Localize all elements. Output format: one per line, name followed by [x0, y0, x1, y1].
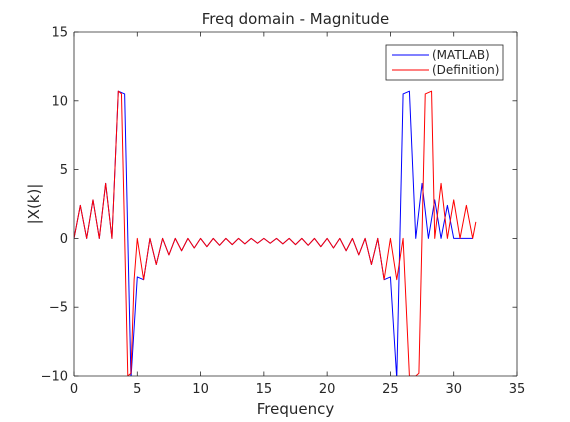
y-tick-label: −5	[49, 301, 68, 316]
x-tick-label: 15	[256, 382, 273, 397]
y-axis-label: |X(k)|	[25, 184, 43, 225]
x-axis-label: Frequency	[257, 400, 335, 418]
x-tick-label: 0	[70, 382, 78, 397]
x-tick-label: 30	[445, 382, 462, 397]
y-tick-label: 15	[51, 26, 68, 41]
x-tick-label: 35	[509, 382, 526, 397]
y-tick-label: −10	[41, 370, 68, 385]
chart-title: Freq domain - Magnitude	[202, 10, 390, 28]
x-tick-label: 25	[382, 382, 399, 397]
x-tick-label: 5	[133, 382, 141, 397]
series-line-definition	[74, 90, 477, 376]
x-tick-label: 10	[192, 382, 209, 397]
legend-label-matlab: (MATLAB)	[432, 48, 490, 62]
ticks-layer: 0 5 10 15 20 25 30 35 −10 −5 0 5 10 15	[41, 26, 526, 398]
axes-background	[74, 32, 517, 376]
y-tick-label: 10	[51, 94, 68, 109]
y-tick-label: 5	[60, 163, 68, 178]
axes-box	[73, 31, 518, 377]
y-tick-label: 0	[60, 232, 68, 247]
legend: (MATLAB) (Definition)	[385, 44, 504, 81]
legend-box	[385, 44, 504, 81]
plot-area: 0 5 10 15 20 25 30 35 −10 −5 0 5 10 15	[41, 26, 526, 398]
legend-label-definition: (Definition)	[432, 63, 499, 77]
x-tick-label: 20	[319, 382, 336, 397]
series-layer	[74, 90, 477, 376]
